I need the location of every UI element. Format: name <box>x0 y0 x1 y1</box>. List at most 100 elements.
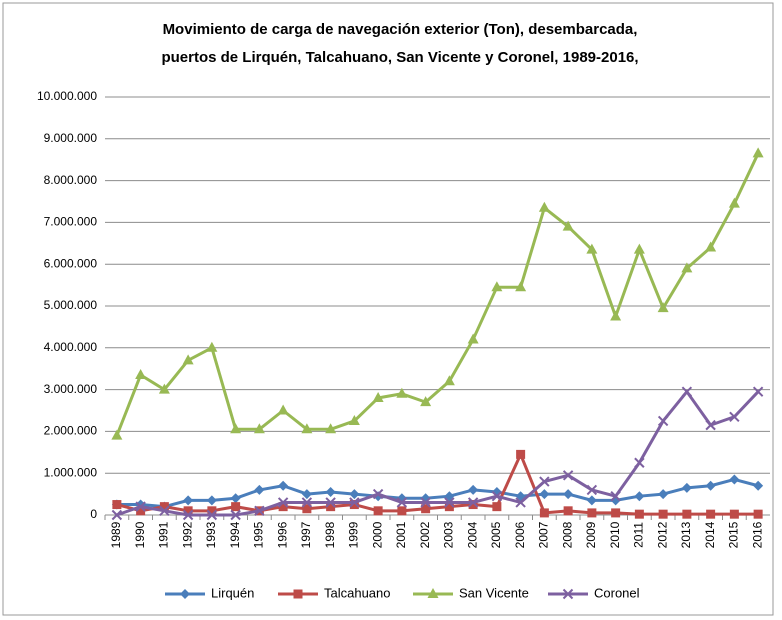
y-tick-label: 1.000.000 <box>44 465 98 479</box>
marker <box>182 354 194 365</box>
marker <box>325 423 337 434</box>
marker <box>586 243 598 254</box>
x-tick-label: 2013 <box>679 521 693 548</box>
marker <box>325 487 336 498</box>
marker <box>586 495 597 506</box>
x-tick-label: 1997 <box>299 521 313 548</box>
marker <box>752 147 764 158</box>
marker <box>444 497 455 508</box>
legend-marker <box>293 589 303 599</box>
marker <box>254 505 265 517</box>
y-tick-label: 4.000.000 <box>44 340 98 354</box>
marker <box>729 509 739 519</box>
marker <box>610 490 621 502</box>
marker <box>729 474 740 485</box>
marker <box>326 502 336 512</box>
marker <box>516 449 526 459</box>
marker <box>467 333 479 344</box>
marker <box>587 508 597 518</box>
marker <box>420 497 431 508</box>
x-tick-label: 2000 <box>370 521 384 548</box>
marker <box>705 241 717 252</box>
marker <box>539 489 550 500</box>
x-tick-label: 2010 <box>608 521 622 548</box>
series-line <box>116 477 759 509</box>
marker <box>421 504 431 514</box>
marker <box>444 502 454 512</box>
series-line <box>115 152 760 437</box>
marker <box>396 497 408 508</box>
marker <box>681 386 693 397</box>
marker <box>658 509 668 519</box>
marker <box>515 281 527 292</box>
marker <box>539 508 549 518</box>
marker <box>681 482 692 493</box>
marker <box>230 509 241 521</box>
x-tick-label: 1992 <box>180 521 194 548</box>
marker <box>111 429 123 440</box>
marker <box>253 423 265 434</box>
x-tick-label: 1995 <box>252 521 266 548</box>
marker <box>182 509 194 521</box>
marker <box>158 383 170 394</box>
x-tick-label: 2012 <box>655 521 669 548</box>
marker <box>753 509 763 519</box>
marker <box>586 484 598 496</box>
y-tick-label: 3.000.000 <box>44 382 98 396</box>
marker <box>301 423 313 434</box>
legend-label: Lirquén <box>211 585 254 600</box>
y-tick-label: 6.000.000 <box>44 256 98 270</box>
legend-marker <box>427 588 439 598</box>
marker <box>372 488 384 500</box>
marker <box>206 495 217 506</box>
marker <box>563 506 573 516</box>
x-tick-label: 1993 <box>204 521 218 548</box>
x-tick-label: 1999 <box>347 521 361 548</box>
chart-title: puertos de Lirquén, Talcahuano, San Vice… <box>161 49 638 66</box>
series-line <box>116 452 759 516</box>
x-tick-label: 1990 <box>133 521 147 548</box>
x-tick-label: 2015 <box>727 521 741 548</box>
legend-marker <box>180 589 190 599</box>
legend-marker <box>562 588 574 600</box>
marker <box>467 497 479 508</box>
x-tick-label: 2008 <box>560 521 574 548</box>
marker <box>705 419 716 431</box>
marker <box>634 491 645 502</box>
marker <box>491 490 503 502</box>
marker <box>611 508 621 518</box>
y-tick-label: 2.000.000 <box>44 424 98 438</box>
marker <box>562 220 574 231</box>
y-tick-label: 10.000.000 <box>37 89 97 103</box>
marker <box>729 411 740 422</box>
marker <box>348 414 360 425</box>
chart-title: Movimiento de carga de navegación exteri… <box>163 21 638 38</box>
marker <box>301 497 313 508</box>
marker <box>136 506 146 516</box>
marker <box>301 489 312 500</box>
marker <box>231 502 241 512</box>
marker <box>515 497 526 508</box>
marker <box>135 501 146 512</box>
marker <box>278 480 289 491</box>
marker <box>563 489 574 500</box>
y-tick-label: 9.000.000 <box>44 131 98 145</box>
x-tick-label: 2014 <box>703 521 717 548</box>
marker <box>183 495 194 506</box>
marker <box>562 470 574 481</box>
marker <box>610 310 622 321</box>
y-tick-label: 7.000.000 <box>44 215 98 229</box>
marker <box>325 497 336 508</box>
marker <box>372 391 384 402</box>
marker <box>657 415 669 427</box>
marker <box>633 243 645 254</box>
marker <box>206 341 218 352</box>
x-tick-label: 1998 <box>323 521 337 548</box>
marker <box>658 489 669 500</box>
marker <box>278 502 288 512</box>
marker <box>183 506 193 516</box>
marker <box>468 500 478 510</box>
marker <box>492 502 502 512</box>
x-tick-label: 2007 <box>537 521 551 548</box>
